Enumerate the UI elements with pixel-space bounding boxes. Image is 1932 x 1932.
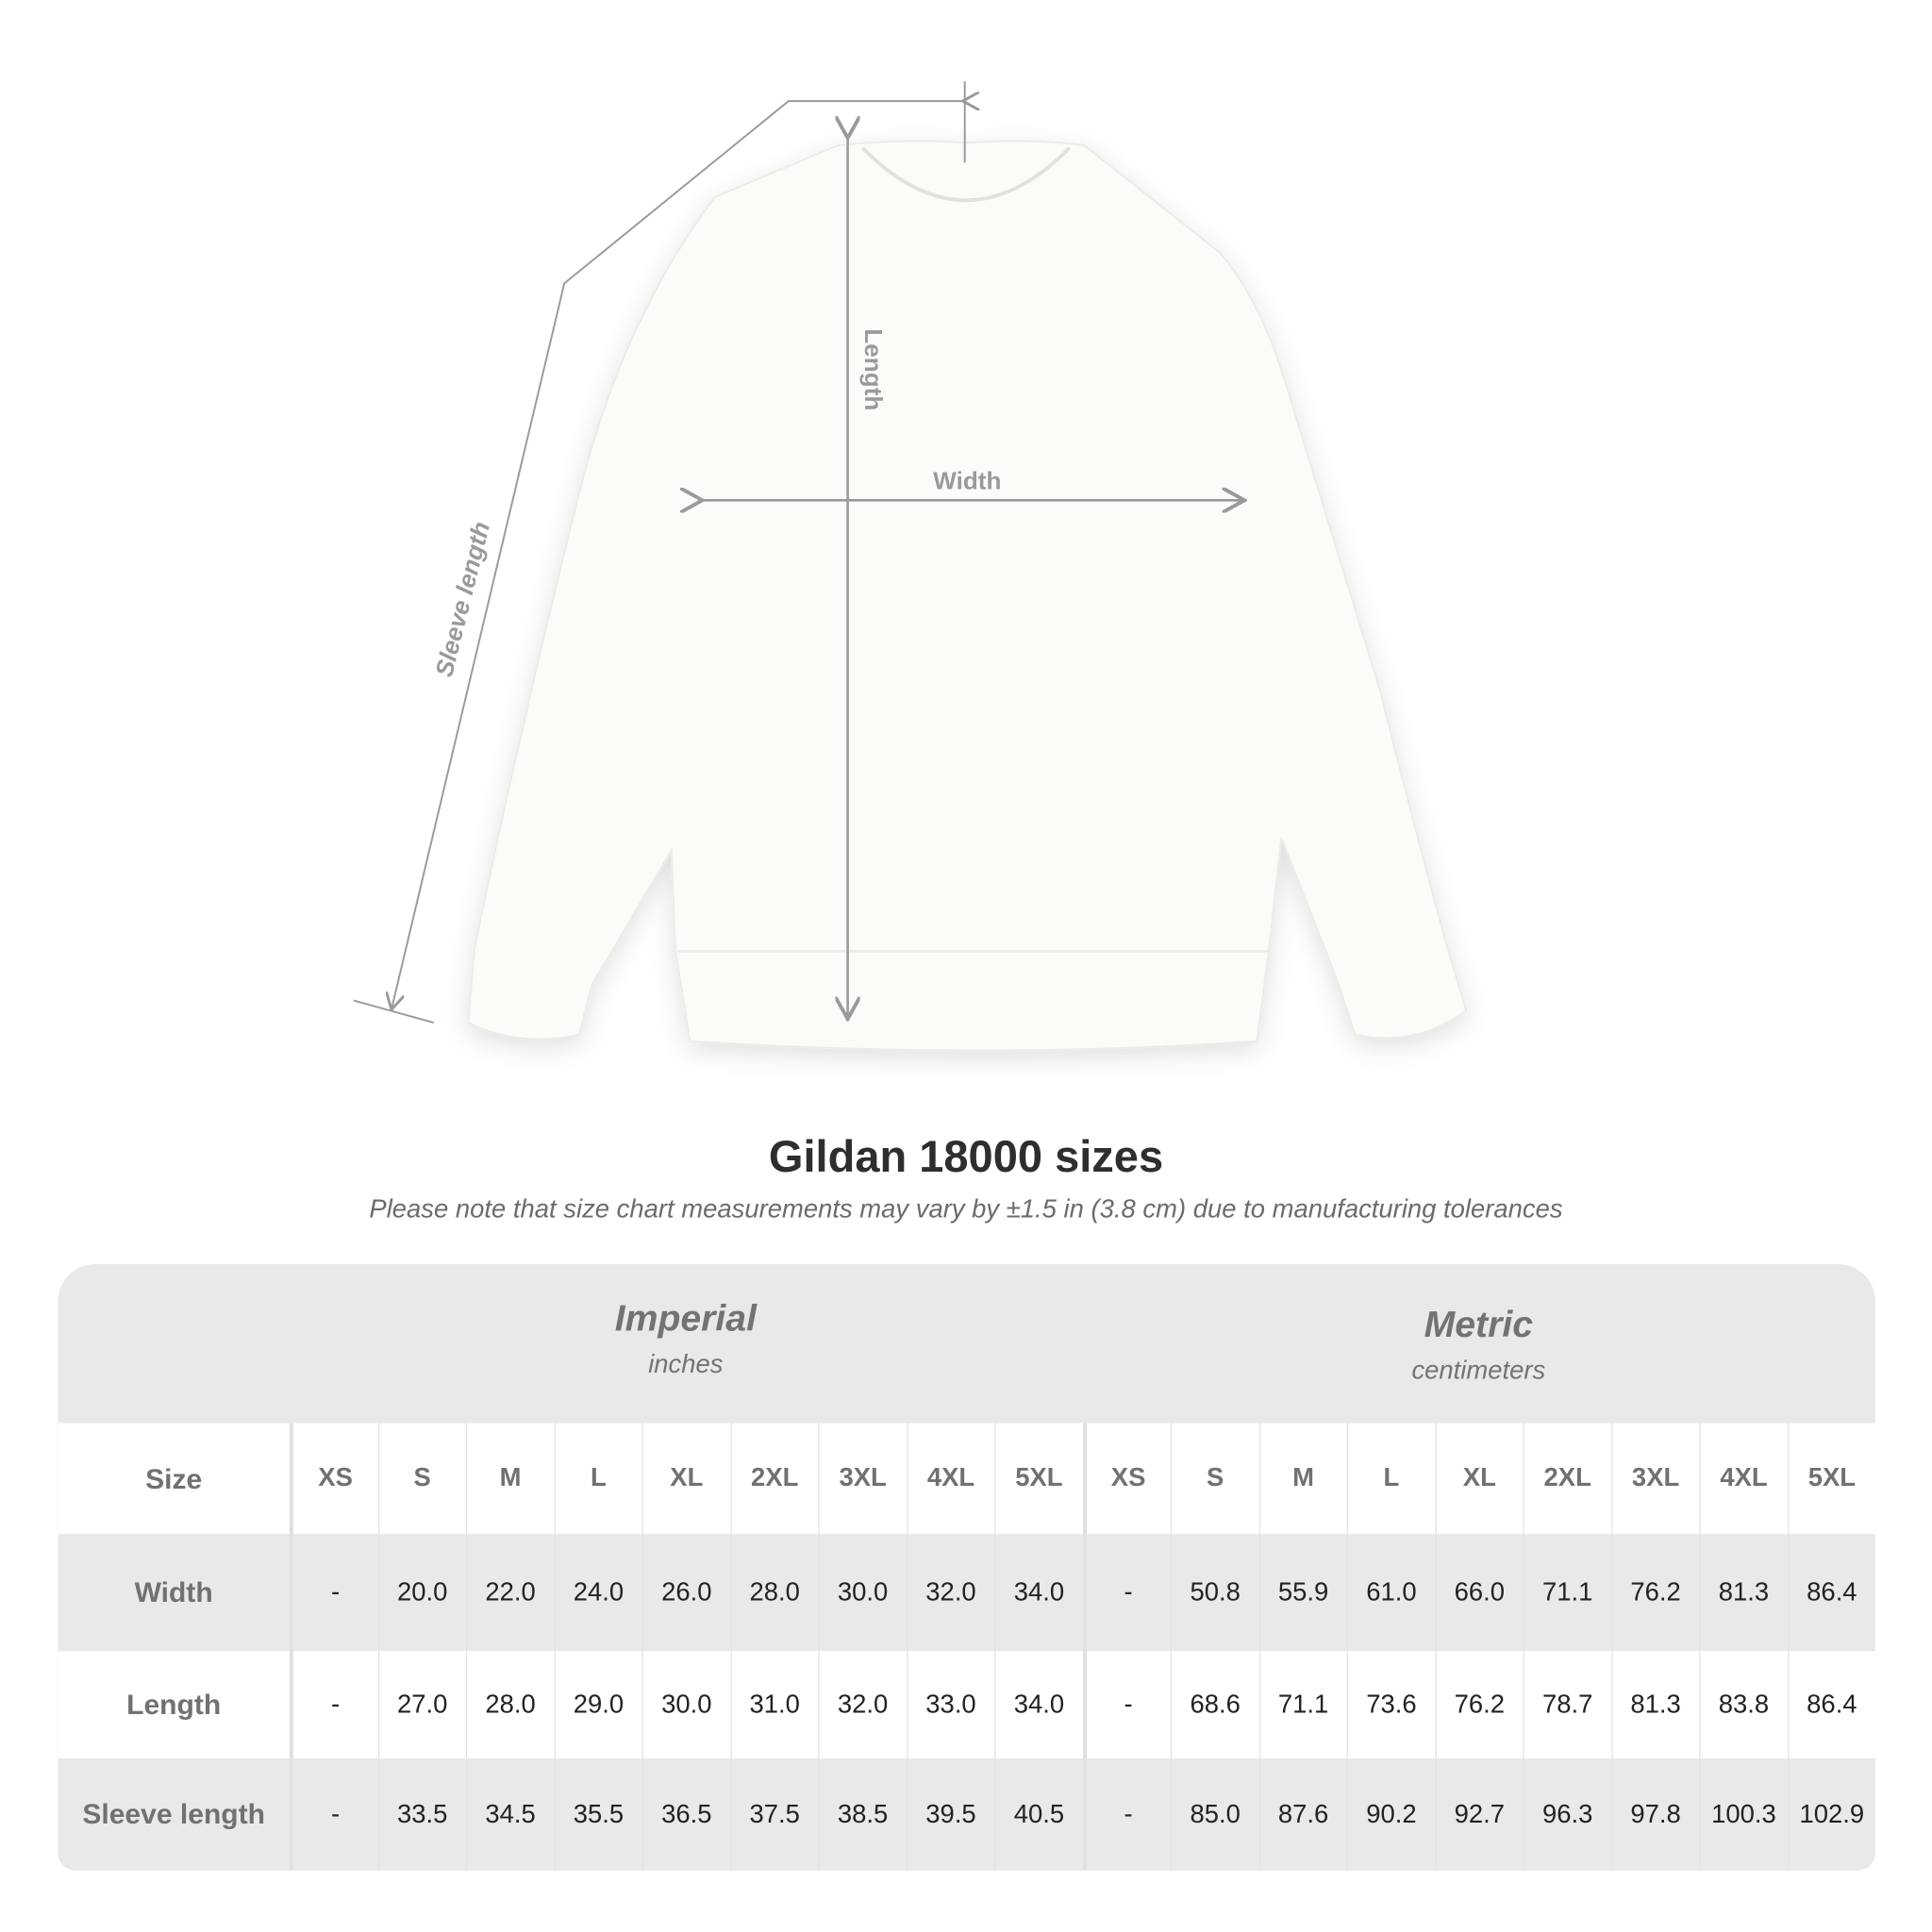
size-header-metric: 5XL [1787, 1423, 1875, 1535]
table-cell-metric: 55.9 [1258, 1534, 1346, 1652]
table-cell-metric: 78.7 [1523, 1651, 1610, 1758]
table-cell-imperial: 34.0 [994, 1534, 1082, 1652]
table-cell-metric: 92.7 [1434, 1757, 1523, 1871]
table-cell-imperial: 40.5 [994, 1757, 1082, 1871]
table-cell-imperial: 28.0 [465, 1651, 554, 1758]
table-cell-metric: 81.3 [1699, 1534, 1787, 1652]
table-cell-metric: 85.0 [1170, 1757, 1258, 1871]
table-cell-imperial: 30.0 [818, 1534, 906, 1652]
sleeve-length-label: Sleeve length [429, 519, 495, 680]
table-cell-imperial: - [289, 1757, 377, 1871]
metric-unit: centimeters [1411, 1357, 1546, 1386]
row-label: Width [134, 1575, 213, 1608]
table-cell-imperial: 28.0 [729, 1534, 818, 1652]
table-cell-imperial: 34.5 [465, 1757, 554, 1871]
table-cell-imperial: - [289, 1534, 377, 1652]
size-header-imperial: XS [289, 1423, 377, 1535]
table-cell-imperial: 38.5 [818, 1757, 906, 1871]
size-header-metric: L [1346, 1423, 1435, 1535]
size-header-imperial: 5XL [994, 1423, 1082, 1535]
tolerance-note: Please note that size chart measurements… [369, 1194, 1563, 1224]
table-cell-imperial: 37.5 [729, 1757, 818, 1871]
table-cell-imperial: 39.5 [906, 1757, 994, 1871]
table-cell-metric: 50.8 [1170, 1534, 1258, 1652]
table-cell-imperial: 30.0 [641, 1651, 729, 1758]
size-table: Imperial inches Metric centimeters Size X… [58, 1264, 1875, 1871]
table-row: Width -20.0 22.0 24.0 26.0 28.0 30.0 32.0 34.0-5… [58, 1534, 1875, 1652]
sleeve-arrow [391, 101, 964, 1008]
size-header-metric: 3XL [1610, 1423, 1699, 1535]
metric-header: Metric centimeters [1082, 1264, 1875, 1423]
imperial-title: Imperial [614, 1298, 757, 1340]
table-cell-imperial: 24.0 [554, 1534, 641, 1652]
table-cell-metric: 102.9 [1787, 1757, 1875, 1871]
width-label: Width [933, 467, 1001, 495]
size-header-row: Size XS S M L XL 2XL 3XL 4XL 5XL XS S M L XL 2XL 3XL 4XL 5… [58, 1423, 1875, 1535]
table-cell-metric: - [1082, 1534, 1170, 1652]
table-cell-imperial: 33.0 [906, 1651, 994, 1758]
table-cell-imperial: 29.0 [554, 1651, 641, 1758]
table-cell-imperial: 22.0 [465, 1534, 554, 1652]
table-cell-metric: - [1082, 1757, 1170, 1871]
table-cell-metric: 76.2 [1434, 1651, 1523, 1758]
row-label: Length [126, 1688, 222, 1721]
size-header-metric: XL [1434, 1423, 1523, 1535]
table-cell-metric: 86.4 [1787, 1651, 1875, 1758]
size-header-imperial: 4XL [906, 1423, 994, 1535]
sweatshirt-diagram: Length Width Sleeve length [353, 81, 1468, 1052]
table-cell-imperial: 31.0 [729, 1651, 818, 1758]
metric-title: Metric [1424, 1305, 1534, 1346]
size-header-imperial: S [377, 1423, 465, 1535]
table-cell-metric: 97.8 [1610, 1757, 1699, 1871]
table-cell-metric: 90.2 [1346, 1757, 1435, 1871]
table-cell-metric: 81.3 [1610, 1651, 1699, 1758]
table-cell-metric: 71.1 [1258, 1651, 1346, 1758]
table-cell-imperial: 27.0 [377, 1651, 465, 1758]
table-cell-imperial: 20.0 [377, 1534, 465, 1652]
size-header-imperial: M [465, 1423, 554, 1535]
size-header-metric: S [1170, 1423, 1258, 1535]
table-cell-imperial: 34.0 [994, 1651, 1082, 1758]
size-header-metric: 4XL [1699, 1423, 1787, 1535]
size-header-imperial: L [554, 1423, 641, 1535]
table-cell-imperial: 26.0 [641, 1534, 729, 1652]
size-header-imperial: 2XL [729, 1423, 818, 1535]
imperial-unit: inches [648, 1350, 724, 1379]
table-cell-metric: 100.3 [1699, 1757, 1787, 1871]
table-cell-metric: 83.8 [1699, 1651, 1787, 1758]
table-cell-imperial: - [289, 1651, 377, 1758]
table-cell-metric: 61.0 [1346, 1534, 1435, 1652]
imperial-header: Imperial inches [290, 1264, 1082, 1423]
table-cell-metric: 86.4 [1787, 1534, 1875, 1652]
table-cell-metric: 76.2 [1610, 1534, 1699, 1652]
table-cell-metric: 87.6 [1258, 1757, 1346, 1871]
size-header-metric: M [1258, 1423, 1346, 1535]
table-cell-imperial: 36.5 [641, 1757, 729, 1871]
table-cell-imperial: 32.0 [906, 1534, 994, 1652]
table-cell-metric: 71.1 [1523, 1534, 1610, 1652]
table-cell-metric: 73.6 [1346, 1651, 1435, 1758]
row-label: Size [145, 1461, 203, 1494]
table-cell-imperial: 35.5 [554, 1757, 641, 1871]
size-header-metric: XS [1082, 1423, 1170, 1535]
size-header-imperial: 3XL [818, 1423, 906, 1535]
table-cell-metric: - [1082, 1651, 1170, 1758]
page-title: Gildan 18000 sizes [768, 1131, 1164, 1182]
table-cell-imperial: 32.0 [818, 1651, 906, 1758]
table-row: Length -27.0 28.0 29.0 30.0 31.0 32.0 33.0 34.0-… [58, 1651, 1875, 1758]
table-cell-metric: 96.3 [1523, 1757, 1610, 1871]
sweatshirt-image [467, 140, 1468, 1052]
row-label: Sleeve length [82, 1797, 265, 1830]
table-cell-metric: 66.0 [1434, 1534, 1523, 1652]
table-cell-imperial: 33.5 [377, 1757, 465, 1871]
table-cell-metric: 68.6 [1170, 1651, 1258, 1758]
size-header-imperial: XL [641, 1423, 729, 1535]
length-label: Length [859, 328, 888, 410]
size-header-metric: 2XL [1523, 1423, 1610, 1535]
table-row: Sleeve length -33.5 34.5 35.5 36.5 37.5 38.5 39… [58, 1757, 1875, 1871]
